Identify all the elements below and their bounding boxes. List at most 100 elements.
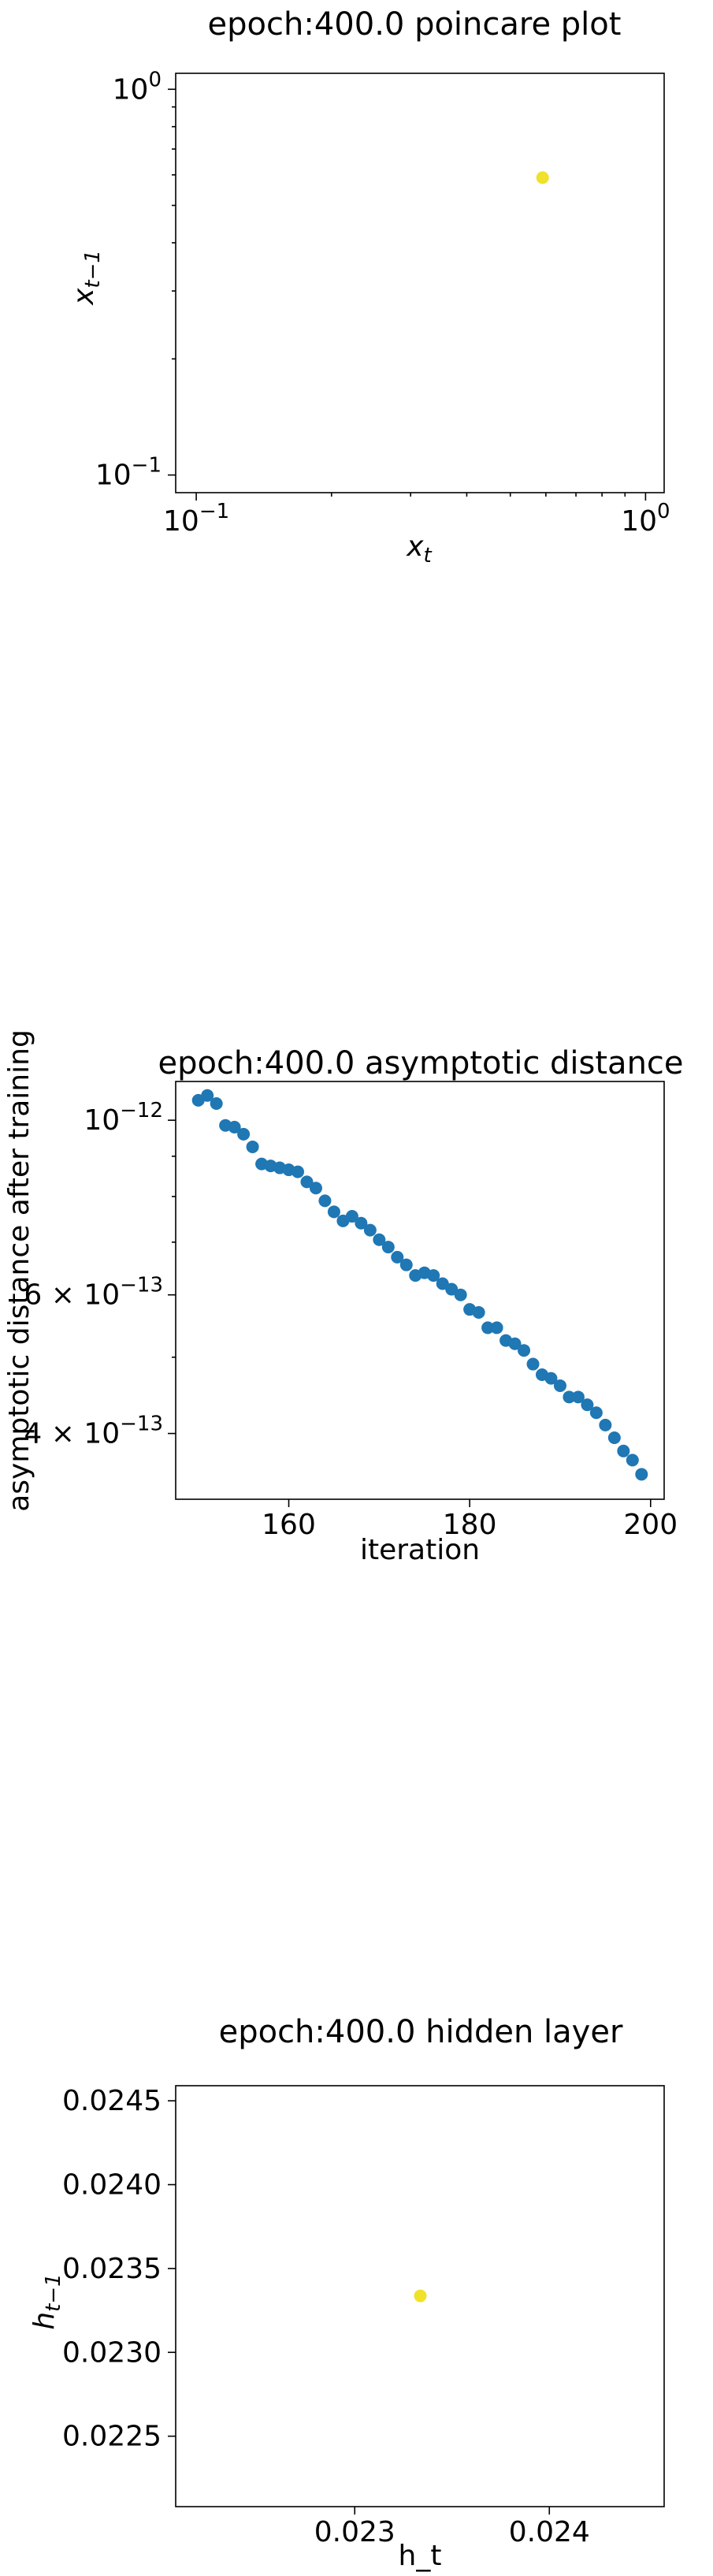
asymptotic-data-point bbox=[373, 1233, 386, 1246]
hidden-layer-data-point bbox=[414, 2289, 427, 2302]
asymptotic-distance-points bbox=[191, 1089, 648, 1481]
asymptotic-data-point bbox=[391, 1250, 404, 1264]
asymptotic-distance-frame bbox=[175, 1081, 665, 1500]
hidden-layer-y-tick-label: 0.0240 bbox=[62, 2169, 162, 2202]
poincare-x-tick-label: 100 bbox=[621, 500, 670, 538]
asymptotic-data-point bbox=[427, 1269, 440, 1282]
asymptotic-y-tick-label-exponent: −12 bbox=[120, 1099, 163, 1122]
asymptotic-distance-y-ticks: 10−126 × 10−134 × 10−13 bbox=[24, 1099, 176, 1450]
asymptotic-y-tick-label: 6 × 10−13 bbox=[24, 1274, 163, 1312]
asymptotic-data-point bbox=[617, 1444, 630, 1457]
hidden-layer-y-label-sub: t−1 bbox=[42, 2273, 65, 2312]
hidden-layer-x-tick-label: 0.024 bbox=[509, 2516, 590, 2548]
asymptotic-distance-title: epoch:400.0 asymptotic distance bbox=[158, 1045, 683, 1081]
asymptotic-data-point bbox=[490, 1321, 503, 1335]
poincare-x-tick-label: 10−1 bbox=[163, 500, 229, 538]
poincare-x-tick-label-base: 10 bbox=[621, 505, 657, 538]
asymptotic-data-point bbox=[327, 1205, 340, 1219]
poincare-plot-x-ticks: 10−1 100 bbox=[163, 493, 670, 538]
asymptotic-data-point bbox=[626, 1454, 639, 1467]
asymptotic-data-point bbox=[228, 1120, 241, 1134]
asymptotic-data-point bbox=[518, 1344, 531, 1357]
asymptotic-data-point bbox=[436, 1277, 449, 1290]
asymptotic-y-tick-label: 10−12 bbox=[84, 1099, 163, 1137]
hidden-layer-chart: epoch:400.0 hidden layer 0.023 0.024 0.02… bbox=[28, 2014, 665, 2572]
asymptotic-data-point bbox=[237, 1127, 251, 1141]
poincare-x-tick-label-base: 10 bbox=[163, 505, 199, 538]
asymptotic-y-tick-label-base: 10 bbox=[84, 1279, 120, 1312]
hidden-layer-points bbox=[414, 2289, 427, 2302]
asymptotic-y-tick-label-exponent: −13 bbox=[120, 1413, 163, 1436]
poincare-x-tick-label-exponent: −1 bbox=[199, 500, 229, 523]
asymptotic-data-point bbox=[246, 1140, 259, 1153]
asymptotic-y-tick-label: 4 × 10−13 bbox=[24, 1413, 163, 1450]
poincare-data-point bbox=[536, 171, 549, 184]
poincare-plot-points bbox=[536, 171, 549, 184]
asymptotic-data-point bbox=[526, 1357, 540, 1371]
asymptotic-y-tick-label-exponent: −13 bbox=[120, 1274, 163, 1297]
asymptotic-data-point bbox=[553, 1379, 566, 1392]
poincare-y-tick-label-base: 10 bbox=[113, 73, 149, 106]
hidden-layer-x-axis-label: h_t bbox=[399, 2540, 442, 2572]
asymptotic-data-point bbox=[318, 1194, 332, 1208]
poincare-y-tick-label: 10−1 bbox=[95, 454, 162, 492]
poincare-plot-x-label-main: x bbox=[406, 530, 424, 563]
asymptotic-data-point bbox=[345, 1210, 358, 1223]
poincare-y-tick-label-base: 10 bbox=[95, 460, 132, 492]
poincare-y-tick-label-exponent: 0 bbox=[148, 68, 162, 91]
asymptotic-data-point bbox=[363, 1223, 377, 1237]
asymptotic-y-tick-label-mantissa: 4 × bbox=[24, 1418, 84, 1450]
hidden-layer-y-label-main: h bbox=[28, 2312, 61, 2330]
hidden-layer-x-ticks: 0.023 0.024 bbox=[314, 2507, 590, 2548]
asymptotic-data-point bbox=[399, 1258, 413, 1271]
asymptotic-x-tick-label: 200 bbox=[623, 1509, 678, 1541]
poincare-y-tick-label-exponent: −1 bbox=[132, 454, 162, 478]
asymptotic-data-point bbox=[581, 1398, 594, 1412]
hidden-layer-frame bbox=[175, 2085, 665, 2507]
asymptotic-data-point bbox=[481, 1321, 495, 1335]
poincare-plot-x-axis-label: xt bbox=[406, 530, 432, 568]
asymptotic-x-tick-label: 180 bbox=[443, 1509, 497, 1541]
poincare-plot-title: epoch:400.0 poincare plot bbox=[208, 6, 622, 43]
hidden-layer-title: epoch:400.0 hidden layer bbox=[219, 2014, 623, 2050]
asymptotic-y-tick-label-base: 10 bbox=[84, 1104, 120, 1137]
asymptotic-x-tick-label: 160 bbox=[262, 1509, 316, 1541]
asymptotic-distance-x-axis-label: iteration bbox=[360, 1534, 480, 1566]
asymptotic-data-point bbox=[355, 1216, 368, 1230]
asymptotic-data-point bbox=[563, 1390, 576, 1404]
hidden-layer-y-axis-label: ht−1 bbox=[28, 2273, 65, 2329]
asymptotic-data-point bbox=[635, 1468, 648, 1481]
poincare-x-tick-label-exponent: 0 bbox=[657, 500, 670, 523]
poincare-plot-frame bbox=[175, 73, 665, 493]
asymptotic-data-point bbox=[544, 1372, 558, 1385]
hidden-layer-y-tick-label: 0.0225 bbox=[62, 2421, 162, 2453]
asymptotic-data-point bbox=[309, 1182, 322, 1195]
poincare-plot-y-label-main: x bbox=[68, 288, 100, 306]
asymptotic-data-point bbox=[210, 1096, 223, 1110]
asymptotic-distance-chart: epoch:400.0 asymptotic distance 160 180 20… bbox=[3, 1029, 684, 1566]
asymptotic-data-point bbox=[607, 1431, 621, 1445]
asymptotic-data-point bbox=[599, 1418, 612, 1431]
poincare-y-tick-label: 100 bbox=[113, 68, 162, 106]
asymptotic-y-tick-label-mantissa: 6 × bbox=[24, 1279, 84, 1312]
poincare-plot-x-label-sub: t bbox=[424, 544, 433, 568]
asymptotic-distance-x-ticks: 160 180 200 bbox=[262, 1499, 678, 1541]
asymptotic-data-point bbox=[589, 1406, 603, 1420]
asymptotic-data-point bbox=[571, 1390, 585, 1404]
poincare-plot-y-label-sub: t−1 bbox=[81, 250, 105, 288]
asymptotic-data-point bbox=[381, 1241, 395, 1254]
poincare-plot-chart: epoch:400.0 poincare plot 10−1 100 10−110… bbox=[68, 6, 670, 568]
asymptotic-data-point bbox=[300, 1175, 314, 1189]
hidden-layer-y-tick-label: 0.0230 bbox=[62, 2336, 162, 2369]
asymptotic-data-point bbox=[292, 1165, 304, 1178]
hidden-layer-y-ticks: 0.0225 0.0230 0.0235 0.0240 0.0245 bbox=[62, 2085, 176, 2453]
asymptotic-data-point bbox=[201, 1089, 214, 1102]
asymptotic-y-tick-label-base: 10 bbox=[84, 1418, 120, 1450]
hidden-layer-y-tick-label: 0.0245 bbox=[62, 2085, 162, 2117]
asymptotic-data-point bbox=[454, 1288, 467, 1301]
hidden-layer-x-tick-label: 0.023 bbox=[314, 2516, 395, 2548]
hidden-layer-y-tick-label: 0.0235 bbox=[62, 2253, 162, 2285]
poincare-plot-y-axis-label: xt−1 bbox=[68, 250, 105, 306]
